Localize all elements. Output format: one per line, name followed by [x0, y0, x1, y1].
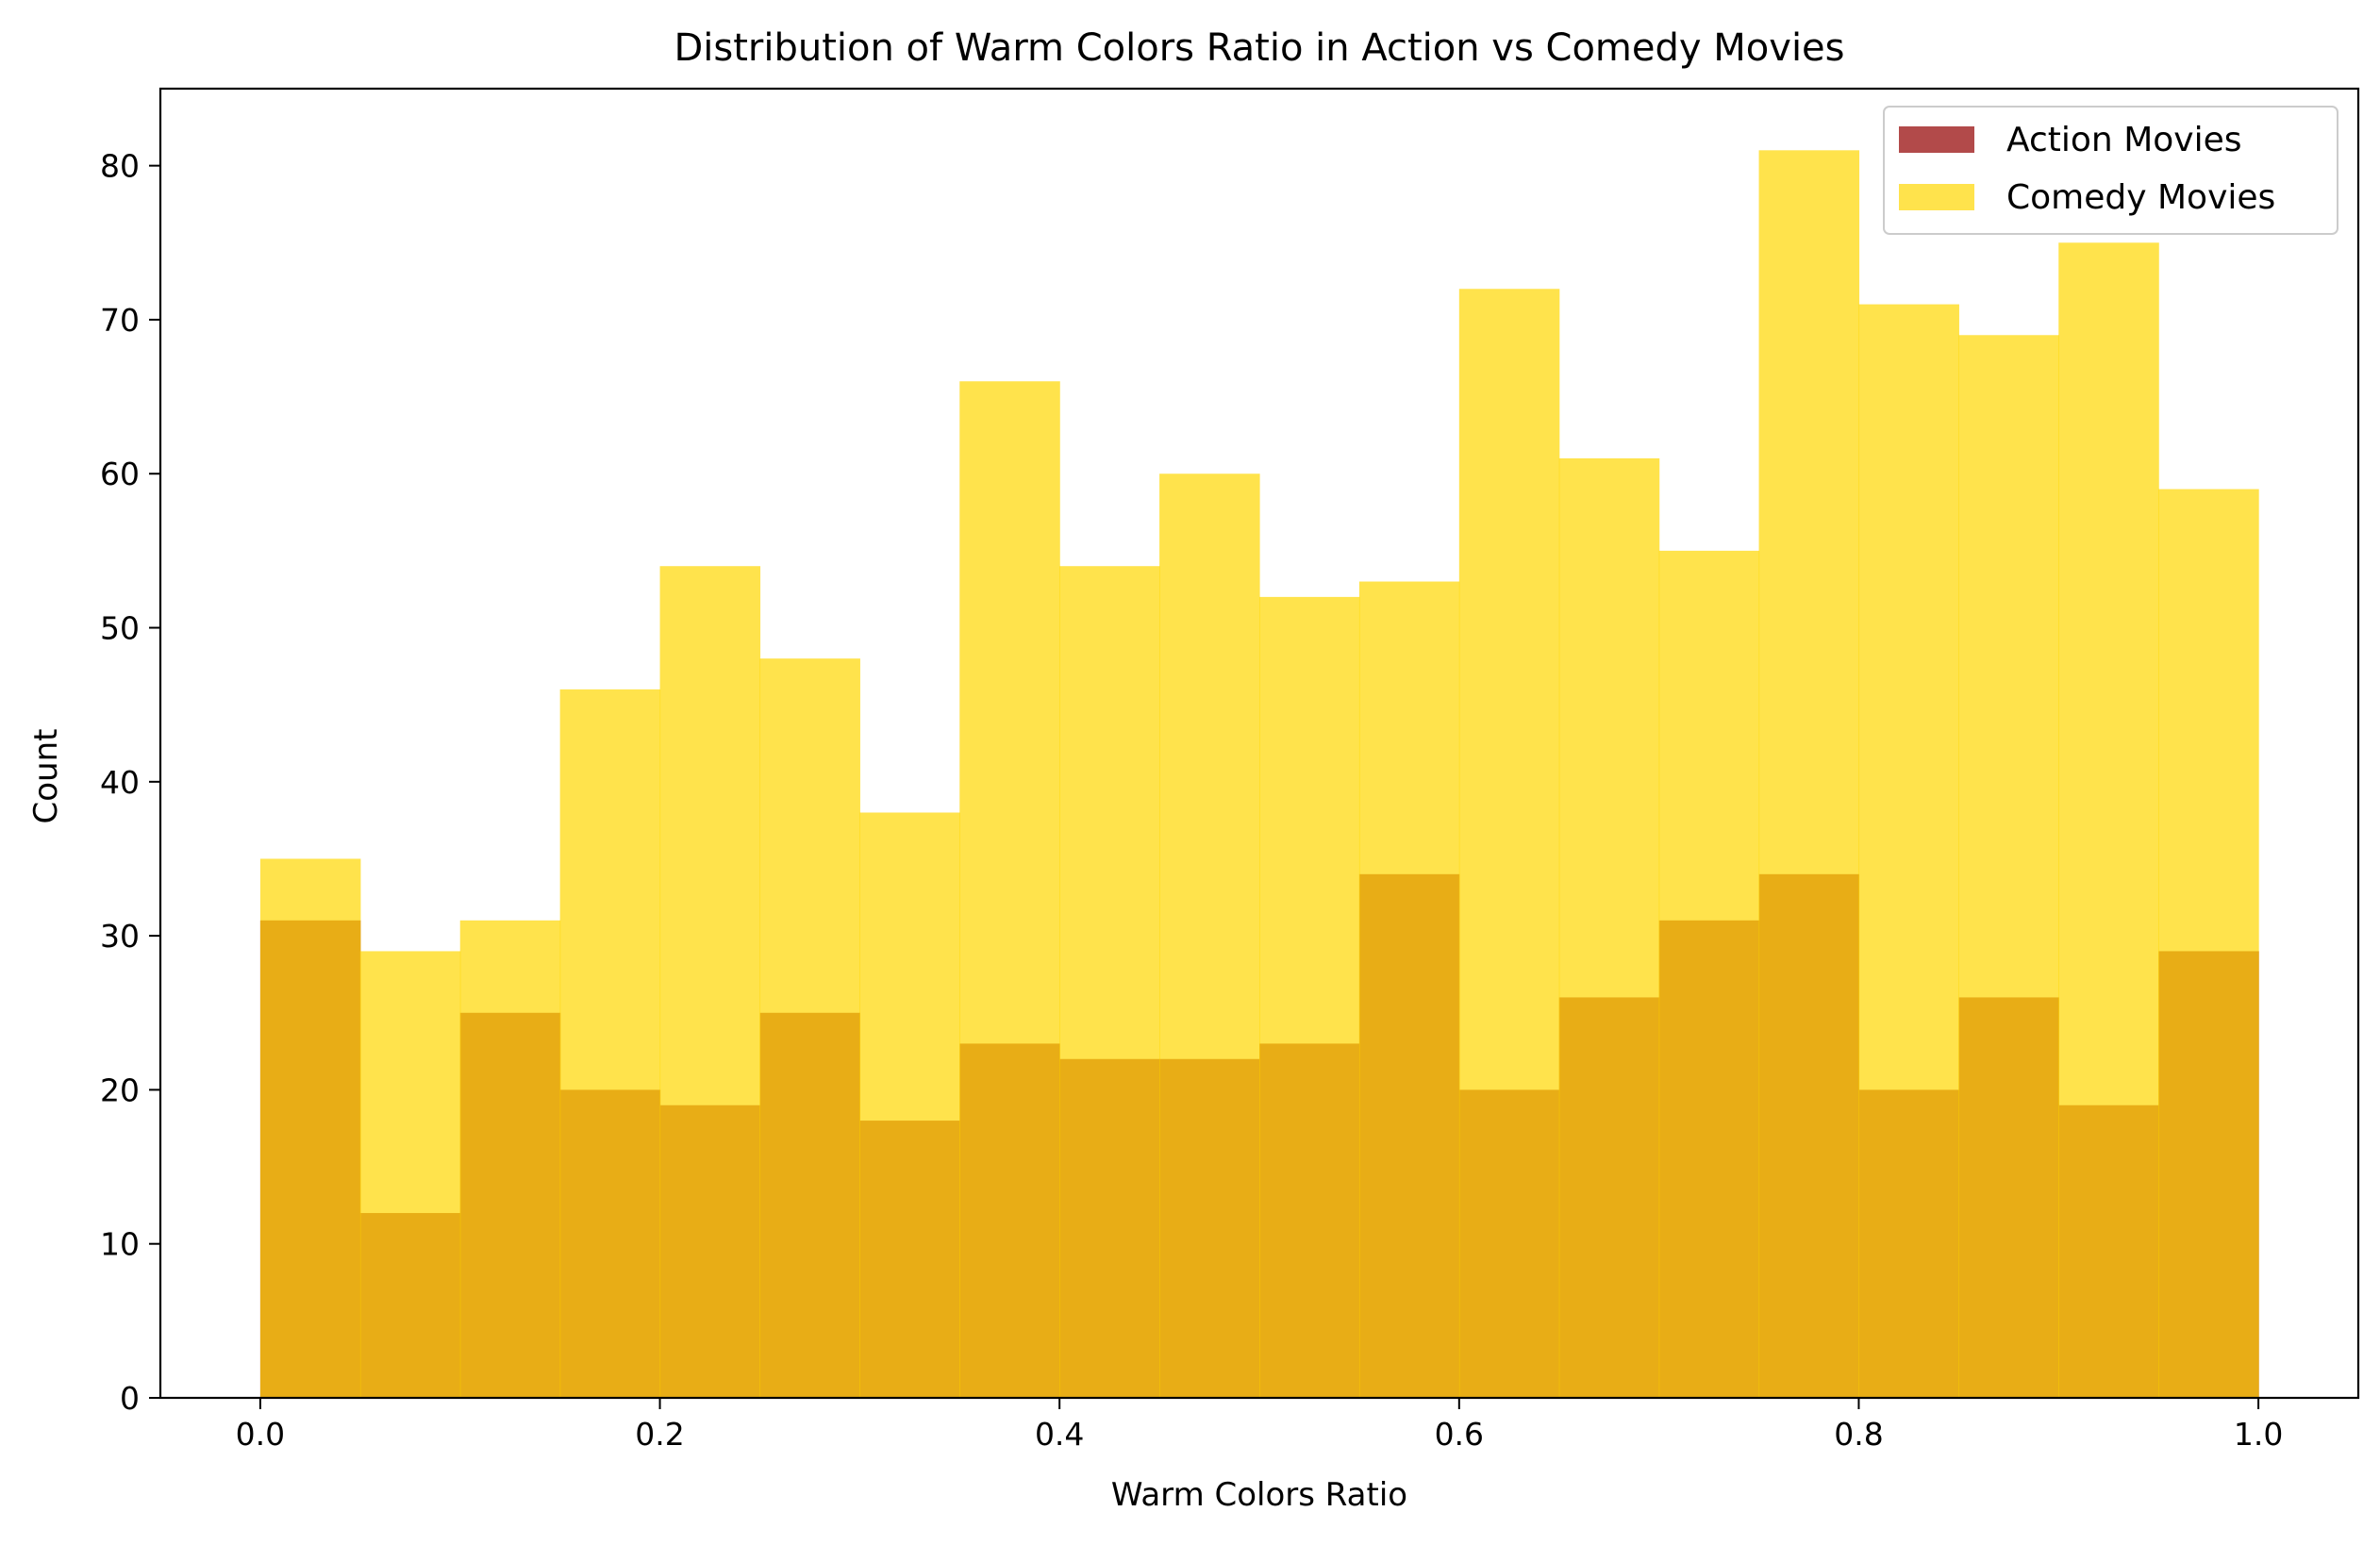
- bar-comedy-15: [1758, 150, 1860, 1398]
- legend-swatch-comedy: [1899, 184, 1974, 210]
- y-tick-label: 30: [100, 918, 140, 955]
- y-tick-label: 60: [100, 456, 140, 492]
- bar-comedy-4: [659, 566, 761, 1398]
- x-tick-label: 0.0: [236, 1416, 285, 1453]
- bar-comedy-17: [1958, 335, 2059, 1398]
- x-tick-label: 0.8: [1834, 1416, 1883, 1453]
- y-tick-label: 80: [100, 148, 140, 185]
- y-tick-label: 70: [100, 302, 140, 339]
- bar-comedy-6: [859, 812, 960, 1398]
- plot-frame: [158, 87, 2360, 1400]
- bar-comedy-10: [1259, 596, 1360, 1398]
- x-tick-label: 1.0: [2234, 1416, 2283, 1453]
- bar-comedy-1: [359, 951, 461, 1398]
- x-tick-label: 0.2: [635, 1416, 684, 1453]
- x-axis-label: Warm Colors Ratio: [1111, 1476, 1407, 1514]
- series-comedy: [259, 150, 2259, 1398]
- y-tick-label: 20: [100, 1072, 140, 1108]
- bar-comedy-18: [2058, 242, 2159, 1398]
- chart-title: Distribution of Warm Colors Ratio in Act…: [674, 26, 1844, 70]
- y-tick-label: 50: [100, 610, 140, 647]
- bar-comedy-0: [259, 858, 361, 1398]
- bar-comedy-16: [1858, 304, 1959, 1398]
- legend-label-comedy: Comedy Movies: [2006, 178, 2275, 217]
- bar-comedy-5: [759, 658, 860, 1398]
- bar-comedy-2: [459, 920, 561, 1398]
- y-tick-label: 10: [100, 1226, 140, 1263]
- bars-layer: [259, 150, 2259, 1398]
- bar-comedy-13: [1558, 457, 1660, 1398]
- legend-label-action: Action Movies: [2006, 121, 2242, 159]
- legend-swatch-action: [1899, 126, 1974, 153]
- ticks-layer: 0.0 0.2 0.4 0.6 0.8 1.0 0 10 20 30 40 50 60 70 80: [100, 148, 2283, 1453]
- legend-frame: [1883, 106, 2338, 235]
- legend: Action Movies Comedy Movies: [1883, 106, 2338, 235]
- x-tick-label: 0.6: [1435, 1416, 1484, 1453]
- bar-comedy-9: [1159, 473, 1260, 1398]
- bar-comedy-19: [2158, 489, 2259, 1398]
- bar-comedy-14: [1658, 550, 1760, 1398]
- y-axis-label: Count: [27, 729, 65, 824]
- bar-comedy-7: [959, 381, 1060, 1398]
- bar-comedy-11: [1358, 581, 1460, 1398]
- y-tick-label: 40: [100, 764, 140, 801]
- x-tick-label: 0.4: [1035, 1416, 1084, 1453]
- bar-comedy-3: [559, 689, 661, 1398]
- bar-comedy-12: [1458, 289, 1560, 1398]
- axes-layer: [158, 87, 2360, 1400]
- bar-comedy-8: [1059, 566, 1160, 1398]
- y-tick-label: 0: [120, 1380, 140, 1417]
